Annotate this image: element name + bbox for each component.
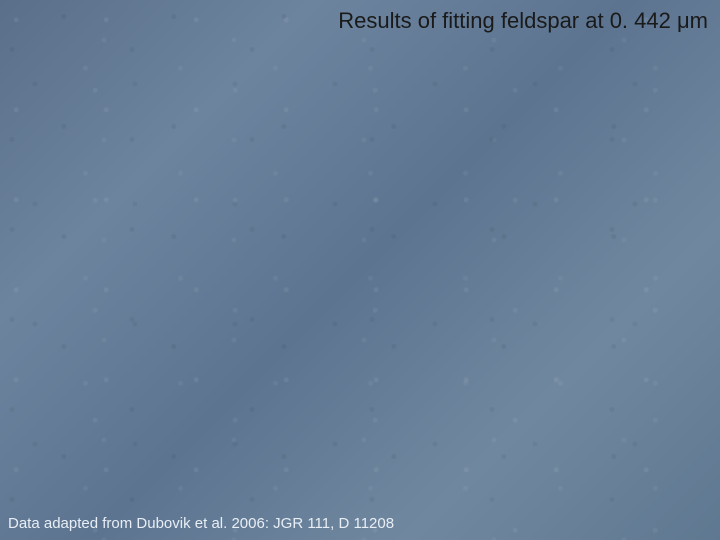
micro-symbol: μ xyxy=(677,8,690,33)
title-text-prefix: Results of fitting feldspar at 0. 442 xyxy=(338,8,677,33)
title-unit-suffix: m xyxy=(690,8,708,33)
slide-background: Results of fitting feldspar at 0. 442 μm… xyxy=(0,0,720,540)
slide-title: Results of fitting feldspar at 0. 442 μm xyxy=(0,8,708,34)
attribution-text: Data adapted from Dubovik et al. 2006: J… xyxy=(8,515,394,532)
